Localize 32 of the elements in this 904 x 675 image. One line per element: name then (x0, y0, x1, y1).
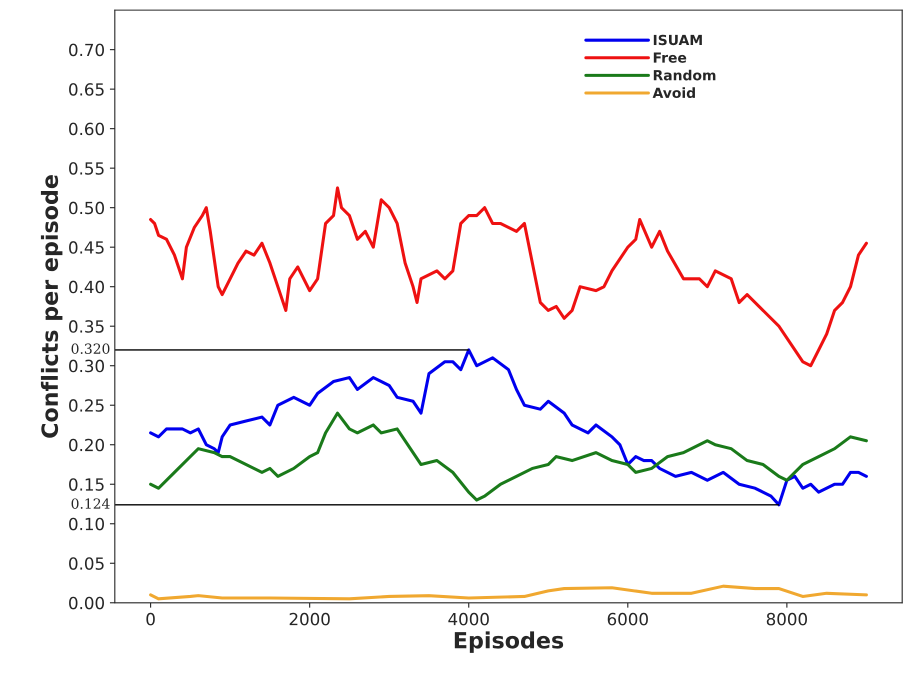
y-tick-label: 0.55 (69, 162, 104, 175)
y-tick-label: 0.20 (69, 438, 104, 452)
y-tick-label: 0.25 (69, 399, 104, 412)
line-series (149, 348, 868, 506)
legend-label: Random (654, 70, 716, 80)
x-tick-label: 0 (146, 612, 155, 626)
y-tick-label: 0.00 (69, 596, 104, 610)
line-series (149, 412, 868, 502)
x-tick-label: 6000 (608, 612, 648, 626)
y-tick-label: 0.15 (69, 478, 104, 491)
line-series (149, 584, 868, 600)
y-axis-title: Conflicts per episode (40, 175, 62, 438)
y-tick-label: 0.70 (69, 44, 104, 56)
y-tick-label: 0.05 (69, 557, 104, 570)
x-tick-label: 4000 (448, 612, 489, 626)
y-tick-label: 0.35 (69, 320, 104, 333)
ref-line-label: 0.320 (72, 343, 110, 354)
legend-label: ISUAM (654, 34, 702, 46)
x-tick-label: 8000 (766, 612, 807, 626)
line-series (149, 186, 868, 368)
legend-label: Avoid (652, 87, 695, 98)
y-tick-label: 0.60 (69, 122, 104, 136)
y-tick-label: 0.30 (69, 360, 104, 372)
y-tick-label: 0.45 (69, 241, 104, 254)
ref-line-label: 0.124 (72, 498, 110, 509)
y-tick-label: 0.50 (69, 202, 104, 214)
x-axis-title: Episodes (454, 631, 564, 653)
x-tick-label: 2000 (290, 612, 330, 626)
y-tick-label: 0.10 (69, 518, 104, 530)
legend-label: Free (654, 52, 686, 63)
y-tick-label: 0.65 (69, 83, 104, 96)
y-tick-label: 0.40 (69, 280, 104, 294)
